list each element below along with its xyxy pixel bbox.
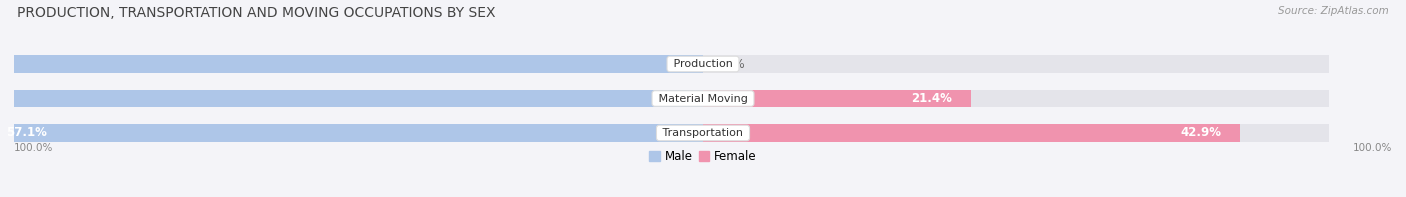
Bar xyxy=(0,124,703,142)
Text: Material Moving: Material Moving xyxy=(655,94,751,103)
Text: 57.1%: 57.1% xyxy=(7,126,48,139)
Text: Transportation: Transportation xyxy=(659,128,747,138)
Bar xyxy=(703,90,972,108)
Text: 0.0%: 0.0% xyxy=(716,58,745,71)
Bar xyxy=(77,124,1329,142)
Text: PRODUCTION, TRANSPORTATION AND MOVING OCCUPATIONS BY SEX: PRODUCTION, TRANSPORTATION AND MOVING OC… xyxy=(17,6,495,20)
Bar xyxy=(0,55,703,73)
Bar xyxy=(77,55,1329,73)
Text: 42.9%: 42.9% xyxy=(1181,126,1222,139)
Text: 21.4%: 21.4% xyxy=(911,92,952,105)
Text: Source: ZipAtlas.com: Source: ZipAtlas.com xyxy=(1278,6,1389,16)
Bar xyxy=(77,90,1329,108)
Legend: Male, Female: Male, Female xyxy=(645,145,761,168)
Text: 100.0%: 100.0% xyxy=(14,143,53,153)
Bar xyxy=(703,124,1240,142)
Text: 100.0%: 100.0% xyxy=(1353,143,1392,153)
Text: Production: Production xyxy=(669,59,737,69)
Bar xyxy=(0,90,703,108)
